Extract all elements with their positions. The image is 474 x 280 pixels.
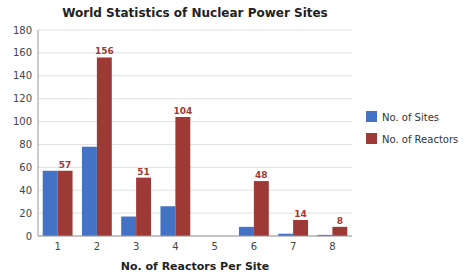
- bars: [43, 57, 348, 236]
- grid-line: [38, 30, 352, 31]
- data-label: 14: [294, 209, 307, 219]
- grid-line: [38, 236, 352, 237]
- grid-line: [38, 121, 352, 122]
- bar: [254, 181, 269, 236]
- bar: [160, 206, 175, 236]
- bar: [175, 117, 190, 236]
- bar: [43, 171, 58, 236]
- data-label: 104: [173, 106, 192, 116]
- grid: [38, 30, 352, 236]
- x-tick-label: 8: [329, 241, 335, 252]
- bar: [121, 217, 136, 236]
- chart-container: World Statistics of Nuclear Power Sites 0…: [0, 0, 474, 280]
- y-tick-label: 80: [19, 139, 32, 150]
- bar: [97, 57, 112, 236]
- chart: World Statistics of Nuclear Power Sites 0…: [0, 0, 474, 280]
- legend-label: No. of Sites: [382, 112, 439, 123]
- y-tick-label: 140: [13, 70, 32, 81]
- grid-line: [38, 75, 352, 76]
- x-axis-label: No. of Reactors Per Site: [121, 260, 270, 273]
- y-tick-label: 60: [19, 162, 32, 173]
- x-tick-label: 4: [172, 241, 178, 252]
- grid-line: [38, 98, 352, 99]
- bar: [136, 178, 151, 236]
- title: World Statistics of Nuclear Power Sites: [62, 6, 328, 20]
- y-tick-label: 160: [13, 47, 32, 58]
- data-label: 57: [59, 160, 72, 170]
- x-tick-label: 7: [290, 241, 296, 252]
- x-tick-label: 3: [133, 241, 139, 252]
- legend-label: No. of Reactors: [382, 134, 458, 145]
- y-tick-label: 40: [19, 185, 32, 196]
- y-tick-label: 100: [13, 116, 32, 127]
- x-tick-label: 2: [94, 241, 100, 252]
- bar: [293, 220, 308, 236]
- x-tick-label: 5: [211, 241, 217, 252]
- y-tick-label: 180: [13, 25, 32, 36]
- y-tick-label: 20: [19, 208, 32, 219]
- legend: No. of Sites No. of Reactors: [366, 111, 458, 145]
- legend-swatch: [366, 111, 377, 122]
- data-labels: 57 156 51 104 48 14 8: [59, 46, 343, 225]
- grid-line: [38, 144, 352, 145]
- bar: [58, 171, 73, 236]
- bar: [239, 227, 254, 236]
- legend-swatch: [366, 133, 377, 144]
- bar: [82, 147, 97, 236]
- y-axis-line: [38, 30, 39, 236]
- y-tick-label: 120: [13, 93, 32, 104]
- x-tick-label: 1: [54, 241, 60, 252]
- data-label: 48: [255, 170, 268, 180]
- grid-line: [38, 52, 352, 53]
- x-axis-line: [38, 236, 352, 237]
- bar: [332, 227, 347, 236]
- data-label: 156: [95, 46, 114, 56]
- x-tick-label: 6: [251, 241, 257, 252]
- y-tick-label: 0: [26, 231, 32, 242]
- data-label: 8: [337, 216, 343, 226]
- data-label: 51: [137, 167, 150, 177]
